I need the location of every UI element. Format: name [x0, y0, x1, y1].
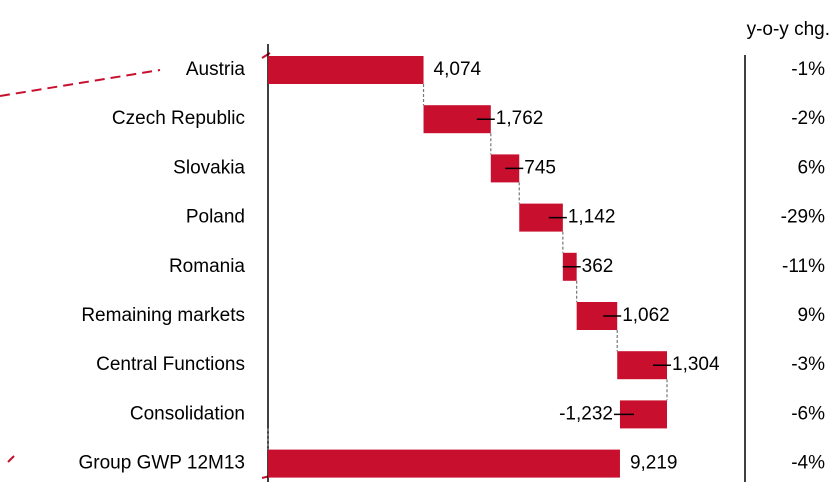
leader-line [0, 69, 161, 97]
yoy-label: -1% [791, 59, 825, 80]
yoy-label: -2% [791, 108, 825, 129]
value-label: 362 [582, 256, 614, 277]
yoy-title: y-o-y chg. [747, 19, 830, 40]
category-label: Remaining markets [81, 305, 245, 326]
yoy-label: 9% [798, 305, 826, 326]
value-label: -1,232 [559, 403, 613, 424]
yoy-label: -29% [781, 207, 825, 228]
category-label: Central Functions [96, 354, 245, 375]
category-label: Austria [186, 59, 246, 80]
category-label: Consolidation [130, 403, 245, 424]
value-label: 745 [524, 157, 556, 178]
value-label: 9,219 [630, 453, 678, 474]
leader-line [7, 455, 15, 463]
yoy-label: -11% [782, 256, 825, 277]
yoy-label: -3% [791, 354, 825, 375]
yoy-label: -6% [791, 403, 825, 424]
category-label: Slovakia [173, 157, 245, 178]
yoy-label: -4% [791, 453, 825, 474]
bar [268, 449, 620, 478]
value-label: 1,142 [568, 207, 616, 228]
value-label: 1,762 [496, 108, 544, 129]
value-label: 1,304 [672, 354, 720, 375]
category-label: Poland [186, 207, 245, 228]
bar [268, 56, 424, 84]
value-label: 1,062 [622, 305, 670, 326]
category-label: Romania [169, 256, 245, 277]
category-label: Czech Republic [112, 108, 245, 129]
category-label: Group GWP 12M13 [78, 453, 245, 474]
yoy-label: 6% [798, 157, 826, 178]
value-label: 4,074 [434, 59, 482, 80]
